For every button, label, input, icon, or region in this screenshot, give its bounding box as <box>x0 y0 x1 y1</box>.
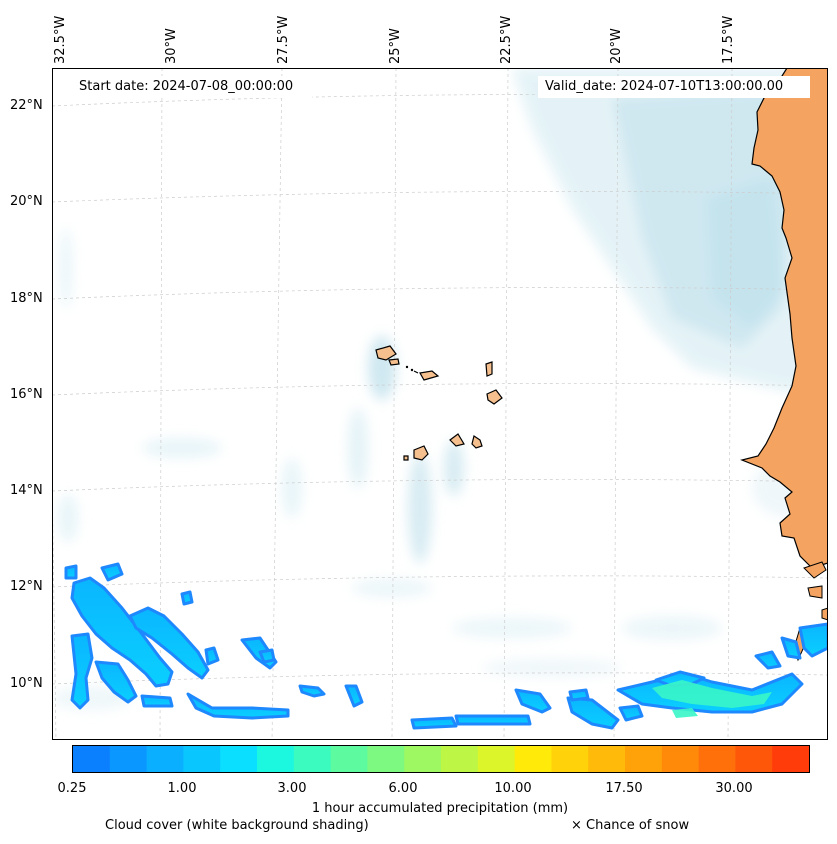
colorbar-tick-10-00: 10.00 <box>494 781 532 796</box>
colorbar-swatch <box>220 746 258 772</box>
colorbar-label: 1 hour accumulated precipitation (mm) <box>311 801 569 816</box>
colorbar-border <box>72 745 810 773</box>
colorbar-tick-6-00: 6.00 <box>388 781 418 796</box>
lon-label-25w: 25°W <box>388 28 403 64</box>
lat-label-22n: 22°N <box>10 98 43 113</box>
colorbar-swatch <box>588 746 626 772</box>
africa-land <box>740 68 828 569</box>
colorbar-tick-0-25: 0.25 <box>57 781 87 796</box>
lat-label-10n: 10°N <box>10 676 43 691</box>
colorbar-tick-1-00: 1.00 <box>167 781 197 796</box>
colorbar-swatch <box>109 746 147 772</box>
colorbar-swatch <box>514 746 552 772</box>
lon-label-22-5w: 22.5°W <box>499 15 514 64</box>
colorbar-swatch <box>404 746 442 772</box>
colorbar-swatch <box>698 746 736 772</box>
start-date-label: Start date: 2024-07-08_00:00:00 <box>73 78 300 95</box>
colorbar-swatch <box>73 746 111 772</box>
colorbar-swatch <box>625 746 663 772</box>
colorbar-swatch <box>367 746 405 772</box>
lat-label-20n: 20°N <box>10 194 43 209</box>
lat-label-16n: 16°N <box>10 387 43 402</box>
colorbar-swatch <box>735 746 773 772</box>
colorbar-swatch <box>183 746 221 772</box>
lon-label-30w: 30°W <box>164 28 179 64</box>
colorbar-swatch <box>551 746 589 772</box>
colorbar-swatch <box>330 746 368 772</box>
colorbar-swatch <box>441 746 479 772</box>
lon-label-32-5w: 32.5°W <box>53 15 68 64</box>
map-panel <box>52 68 828 740</box>
lat-label-14n: 14°N <box>10 483 43 498</box>
lon-label-27-5w: 27.5°W <box>276 15 291 64</box>
cape-verde-islands <box>375 345 503 461</box>
lon-label-20w: 20°W <box>609 28 624 64</box>
cloud-cover-legend: Cloud cover (white background shading) <box>105 818 369 833</box>
snow-legend: × Chance of snow <box>571 818 690 833</box>
colorbar-tick-17-50: 17.50 <box>605 781 643 796</box>
heavier-precipitation <box>652 680 772 718</box>
colorbar-tick-30-00: 30.00 <box>715 781 753 796</box>
colorbar-tick-3-00: 3.00 <box>277 781 307 796</box>
colorbar-swatch <box>477 746 515 772</box>
colorbar-swatch <box>146 746 184 772</box>
colorbar-swatch <box>661 746 699 772</box>
colorbar-swatch <box>772 746 810 772</box>
lat-label-18n: 18°N <box>10 291 43 306</box>
lon-label-17-5w: 17.5°W <box>721 15 736 64</box>
colorbar-swatch <box>293 746 331 772</box>
valid-date-label: Valid_date: 2024-07-10T13:00:00.00 <box>539 78 790 95</box>
colorbar-swatch <box>257 746 295 772</box>
lat-label-12n: 12°N <box>10 579 43 594</box>
precipitation-colorbar <box>72 745 810 773</box>
